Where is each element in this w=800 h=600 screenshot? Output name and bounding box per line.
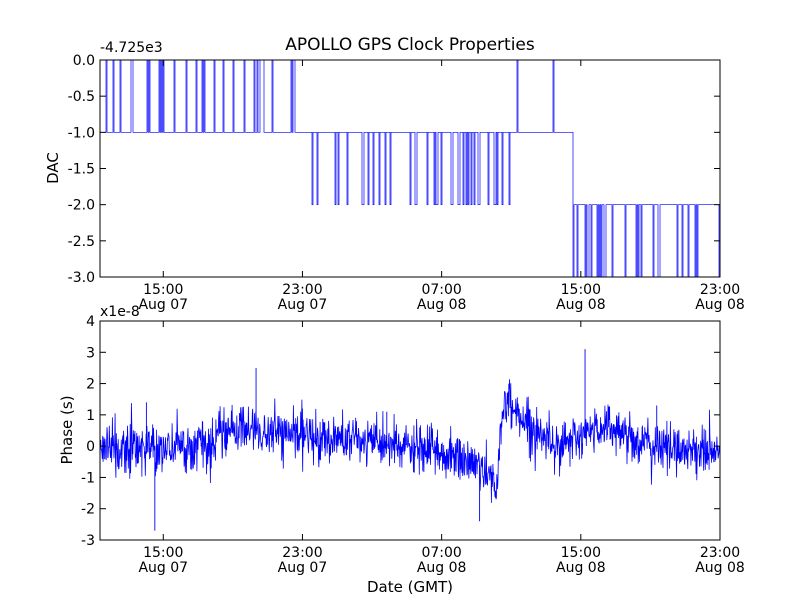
phase-xtick-date: Aug 07 (138, 560, 188, 576)
phase-ytick-label: -3 (81, 533, 95, 549)
phase-ytick-label: -1 (81, 470, 95, 486)
phase-xtick-time: 23:00 (282, 545, 322, 561)
dac-xtick-time: 15:00 (561, 282, 601, 298)
phase-xtick-date: Aug 07 (278, 560, 328, 576)
dac-chart: -4.725e3 0.0 -0.5 -1.0 -1.5 -2.0 -2.5 -3.0 15:… (44, 40, 745, 313)
dac-ylabel: DAC (44, 152, 62, 184)
dac-xtick-date: Aug 07 (278, 297, 328, 313)
phase-ytick-label: 2 (86, 377, 95, 393)
dac-xtick-time: 07:00 (421, 282, 461, 298)
phase-ytick-label: 0 (86, 439, 95, 455)
dac-xtick-date: Aug 08 (556, 297, 606, 313)
dac-offset-label: -4.725e3 (100, 40, 163, 56)
phase-ytick-label: 4 (86, 314, 95, 330)
dac-xtick-date: Aug 08 (417, 297, 467, 313)
dac-xtick-time: 23:00 (700, 282, 740, 298)
dac-ytick-label: -1.5 (68, 162, 95, 178)
dac-ytick-label: -2.5 (68, 234, 95, 250)
phase-xtick-date: Aug 08 (695, 560, 745, 576)
phase-xtick-time: 07:00 (421, 545, 461, 561)
phase-offset-label: x1e-8 (100, 304, 140, 320)
dac-xtick-date: Aug 08 (695, 297, 745, 313)
chart-title: APOLLO GPS Clock Properties (285, 35, 535, 55)
dac-xtick-date: Aug 07 (138, 297, 188, 313)
dac-xtick-time: 15:00 (143, 282, 183, 298)
phase-ytick-label: 3 (86, 345, 95, 361)
dac-ytick-label: -1.0 (68, 125, 95, 141)
phase-ytick-label: 1 (86, 408, 95, 424)
dac-xtick-time: 23:00 (282, 282, 322, 298)
phase-xtick-date: Aug 08 (556, 560, 606, 576)
phase-ytick-label: -2 (81, 502, 95, 518)
phase-ylabel: Phase (s) (58, 395, 76, 464)
phase-xtick-time: 23:00 (700, 545, 740, 561)
dac-ytick-label: -2.0 (68, 198, 95, 214)
phase-series-line (99, 379, 721, 503)
dac-ytick-label: -0.5 (68, 89, 95, 105)
dac-series-line (100, 59, 721, 278)
phase-xtick-time: 15:00 (143, 545, 183, 561)
phase-xtick-date: Aug 08 (417, 560, 467, 576)
phase-axes-frame (99, 320, 721, 541)
phase-xtick-time: 15:00 (561, 545, 601, 561)
dac-ytick-label: 0.0 (73, 53, 95, 69)
dac-ytick-label: -3.0 (68, 270, 95, 286)
phase-xlabel: Date (GMT) (367, 578, 453, 596)
